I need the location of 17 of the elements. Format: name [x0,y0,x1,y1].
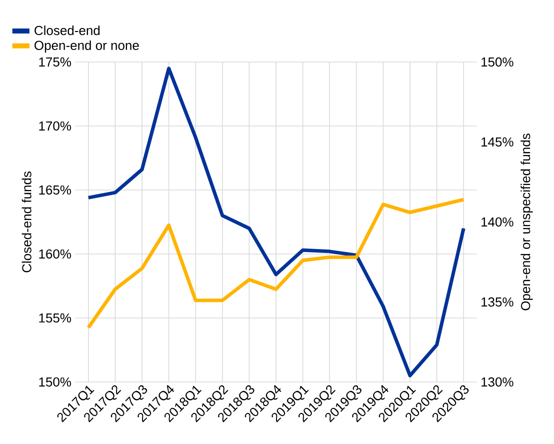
line-series [86,66,466,378]
y2-axis-title: Open-end or unspecified funds [520,134,533,310]
y2-tick-label: 145% [482,137,514,147]
y-tick-label: 160% [39,249,72,259]
y-tick-label: 170% [39,121,72,131]
line-series [86,198,466,330]
y-tick-label: 165% [39,185,72,195]
y-tick-label: 175% [39,57,72,67]
y2-tick-label: 130% [482,377,514,387]
y-tick-label: 150% [39,377,72,387]
y2-tick-label: 140% [482,217,514,227]
legend-label: Open-end or none [34,40,139,53]
legend-label: Closed-end [34,26,100,36]
y-tick-label: 155% [39,313,72,323]
y2-tick-label: 150% [482,57,514,67]
y-axis-title: Closed-end funds [22,172,32,272]
y2-tick-label: 135% [482,297,514,307]
